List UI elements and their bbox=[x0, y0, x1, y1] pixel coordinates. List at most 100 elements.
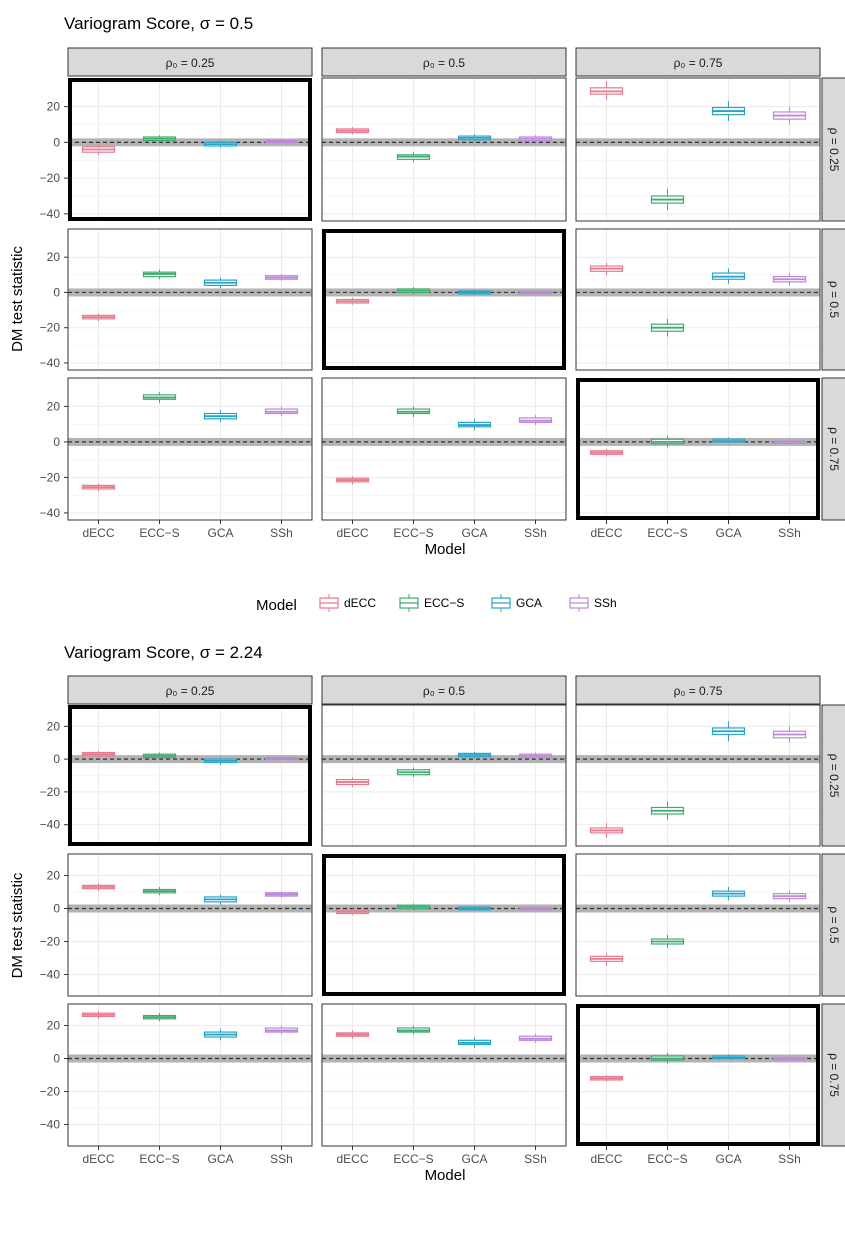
x-tick-label: dECC bbox=[82, 526, 114, 540]
y-tick-label: −40 bbox=[40, 1118, 61, 1132]
y-axis-title: DM test statistic bbox=[9, 872, 26, 978]
legend-item: ECC−S bbox=[399, 594, 464, 612]
y-tick-label: 20 bbox=[47, 868, 61, 882]
row-strip bbox=[821, 377, 845, 521]
panel-border bbox=[67, 1003, 313, 1147]
x-tick-label: SSh bbox=[524, 1152, 547, 1166]
legend: Model dECC ECC−S GCA SSh bbox=[256, 594, 617, 614]
legend-label: ECC−S bbox=[424, 596, 464, 610]
row-strip bbox=[821, 853, 845, 997]
row-strip-label: ρ = 0.25 bbox=[827, 754, 841, 798]
y-tick-label: 0 bbox=[53, 901, 60, 915]
legend-item: SSh bbox=[569, 594, 617, 612]
panel-border bbox=[321, 377, 567, 521]
highlight-border bbox=[68, 78, 312, 221]
x-tick-label: dECC bbox=[82, 1152, 114, 1166]
x-tick-label: SSh bbox=[270, 526, 293, 540]
panel-border bbox=[575, 228, 821, 371]
y-tick-label: 0 bbox=[53, 1051, 60, 1065]
y-tick-label: 0 bbox=[53, 752, 60, 766]
x-tick-label: GCA bbox=[461, 1152, 487, 1166]
legend-item: GCA bbox=[491, 594, 542, 612]
legend-items: dECC ECC−S GCA SSh bbox=[319, 594, 617, 612]
panel-border bbox=[67, 228, 313, 371]
facet-panel bbox=[67, 377, 313, 521]
y-tick-label: −40 bbox=[40, 818, 61, 832]
x-tick-label: ECC−S bbox=[393, 526, 433, 540]
y-tick-label: 0 bbox=[53, 135, 60, 149]
x-tick-label: GCA bbox=[461, 526, 487, 540]
legend-title: Model bbox=[256, 597, 297, 614]
x-tick-label: GCA bbox=[207, 1152, 233, 1166]
panel-border bbox=[575, 77, 821, 222]
col-strip-label: ρ₀ = 0.75 bbox=[674, 684, 723, 698]
facet-panel bbox=[321, 1003, 567, 1147]
x-tick-label: ECC−S bbox=[647, 526, 687, 540]
facet-panel bbox=[322, 854, 566, 996]
facet-panel bbox=[575, 704, 821, 847]
y-tick-label: −20 bbox=[40, 321, 61, 335]
facet-panel bbox=[575, 77, 821, 222]
row-strip bbox=[821, 1003, 845, 1147]
y-tick-label: 20 bbox=[47, 100, 61, 114]
panel-background bbox=[322, 378, 566, 520]
y-axis-title: DM test statistic bbox=[9, 246, 26, 352]
panel-background bbox=[576, 78, 820, 221]
legend-label: GCA bbox=[516, 596, 542, 610]
col-strip bbox=[321, 675, 567, 705]
y-tick-label: −40 bbox=[40, 506, 61, 520]
y-tick-label: 20 bbox=[47, 1018, 61, 1032]
y-tick-label: −20 bbox=[40, 470, 61, 484]
panel-background bbox=[68, 229, 312, 370]
facet-panel bbox=[575, 228, 821, 371]
x-tick-label: GCA bbox=[207, 526, 233, 540]
row-strip-label: ρ = 0.25 bbox=[827, 128, 841, 172]
highlight-border bbox=[576, 378, 820, 520]
col-strip bbox=[575, 47, 821, 77]
y-tick-label: 20 bbox=[47, 719, 61, 733]
facet-panel bbox=[67, 228, 313, 371]
facet-panel bbox=[575, 853, 821, 997]
highlight-border bbox=[576, 1004, 820, 1146]
row-strip-label: ρ = 0.5 bbox=[827, 281, 841, 319]
col-strip bbox=[321, 47, 567, 77]
panel-border bbox=[575, 704, 821, 847]
row-strip-label: ρ = 0.5 bbox=[827, 906, 841, 944]
row-strip bbox=[821, 77, 845, 222]
x-tick-label: dECC bbox=[590, 1152, 622, 1166]
highlight-border bbox=[322, 229, 566, 370]
panel-border bbox=[321, 77, 567, 222]
x-tick-label: GCA bbox=[715, 1152, 741, 1166]
y-tick-label: −20 bbox=[40, 171, 61, 185]
y-tick-label: −20 bbox=[40, 1085, 61, 1099]
x-axis-title: Model bbox=[425, 541, 466, 558]
panel-border bbox=[67, 377, 313, 521]
y-tick-label: 20 bbox=[47, 250, 61, 264]
row-strip bbox=[821, 704, 845, 847]
row-strip-label: ρ = 0.75 bbox=[827, 1053, 841, 1097]
chart-sigma-2-24: Variogram Score, σ = 2.24 ρ₀ = 0.25 ρ₀ = 0… bbox=[9, 643, 845, 1184]
facet-panel bbox=[68, 78, 312, 221]
x-tick-label: dECC bbox=[336, 1152, 368, 1166]
col-strip bbox=[575, 675, 821, 705]
facet-panel bbox=[321, 704, 567, 847]
facet-panel bbox=[67, 1003, 313, 1147]
x-axis-title: Model bbox=[425, 1167, 466, 1184]
chart-sigma-0-5: Variogram Score, σ = 0.5 ρ₀ = 0.25 ρ₀ = 0.… bbox=[9, 14, 845, 558]
col-strip bbox=[67, 675, 313, 705]
x-tick-label: dECC bbox=[590, 526, 622, 540]
facet-panel bbox=[322, 229, 566, 370]
col-strip-label: ρ₀ = 0.5 bbox=[423, 684, 465, 698]
y-tick-label: −40 bbox=[40, 356, 61, 370]
col-strip-label: ρ₀ = 0.5 bbox=[423, 56, 465, 70]
facet-panel bbox=[68, 705, 312, 846]
x-tick-label: ECC−S bbox=[393, 1152, 433, 1166]
y-tick-label: 0 bbox=[53, 435, 60, 449]
col-strip bbox=[67, 47, 313, 77]
x-tick-label: ECC−S bbox=[139, 1152, 179, 1166]
panel-background bbox=[322, 78, 566, 221]
x-tick-label: dECC bbox=[336, 526, 368, 540]
panel-background bbox=[576, 229, 820, 370]
y-tick-label: −20 bbox=[40, 785, 61, 799]
x-tick-label: ECC−S bbox=[139, 526, 179, 540]
